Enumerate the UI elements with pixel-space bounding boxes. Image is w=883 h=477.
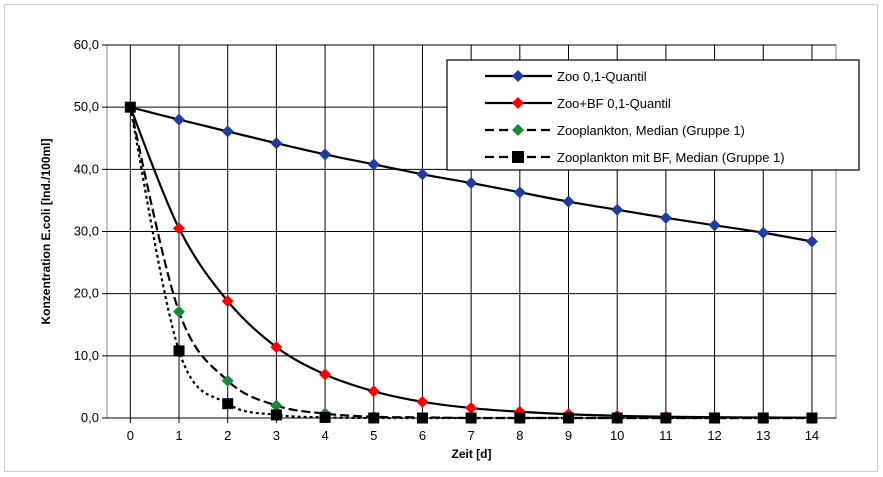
- series-point-zoo-0-1-quantil: [270, 137, 283, 150]
- legend-label: Zoo+BF 0,1-Quantil: [557, 96, 671, 111]
- series-point-zoo-0-1-quantil: [513, 186, 526, 199]
- series-point-zoo-bf-0-1-quantil: [221, 295, 234, 308]
- x-tick-label: 1: [175, 428, 182, 443]
- x-tick-label: 9: [565, 428, 572, 443]
- legend-marker: [512, 124, 524, 136]
- series-point-zoo-0-1-quantil: [708, 219, 721, 232]
- series-point-zooplankton-median-gruppe-1: [221, 374, 234, 387]
- series-markers: [124, 101, 818, 424]
- series-point-zoo-bf-0-1-quantil: [465, 402, 478, 415]
- x-tick-label: 7: [468, 428, 475, 443]
- series-point-zoo-0-1-quantil: [465, 177, 478, 190]
- series-point-zooplankton-mit-bf-median-gruppe-1: [270, 409, 282, 421]
- series-point-zoo-bf-0-1-quantil: [319, 368, 332, 381]
- series-point-zoo-0-1-quantil: [367, 158, 380, 171]
- x-tick-label: 14: [805, 428, 819, 443]
- series-point-zoo-0-1-quantil: [173, 113, 186, 126]
- series-point-zoo-bf-0-1-quantil: [416, 395, 429, 408]
- series-point-zooplankton-median-gruppe-1: [173, 305, 186, 318]
- x-tick-label: 4: [321, 428, 328, 443]
- x-axis-ticks: 0 1 2 3 4 5 6 7 8 9 10 11 12 13 14: [127, 418, 819, 443]
- legend-marker: [512, 70, 524, 82]
- series-point-zoo-0-1-quantil: [659, 211, 672, 224]
- x-tick-label: 5: [370, 428, 377, 443]
- x-axis-title: Zeit [d]: [452, 447, 492, 461]
- series-point-zooplankton-mit-bf-median-gruppe-1: [319, 411, 331, 423]
- series-point-zoo-0-1-quantil: [221, 125, 234, 138]
- legend-marker: [512, 151, 524, 163]
- legend-marker: [512, 97, 524, 109]
- series-line-zooplankton-mit-bf-median-gruppe-1: [129, 106, 812, 420]
- series-point-zoo-0-1-quantil: [416, 168, 429, 181]
- y-axis-title: Konzentration E.coli [Ind./100ml]: [39, 138, 53, 324]
- x-tick-label: 12: [707, 428, 721, 443]
- y-tick-label: 10,0: [74, 348, 99, 363]
- x-tick-label: 8: [516, 428, 523, 443]
- series-point-zooplankton-mit-bf-median-gruppe-1: [222, 398, 234, 410]
- legend-label: Zooplankton, Median (Gruppe 1): [557, 123, 745, 138]
- y-axis-ticks: 0,0 10,0 20,0 30,0 40,0 50,0 60,0: [74, 37, 107, 425]
- series-point-zoo-bf-0-1-quantil: [367, 385, 380, 398]
- x-tick-label: 11: [659, 428, 673, 443]
- y-tick-label: 60,0: [74, 37, 99, 52]
- series-point-zoo-0-1-quantil: [611, 203, 624, 216]
- series-point-zoo-0-1-quantil: [805, 235, 818, 248]
- series-point-zooplankton-mit-bf-median-gruppe-1: [173, 345, 185, 357]
- series-point-zoo-bf-0-1-quantil: [173, 222, 186, 235]
- x-tick-label: 2: [224, 428, 231, 443]
- series-point-zoo-0-1-quantil: [562, 195, 575, 208]
- series-point-zooplankton-median-gruppe-1: [270, 399, 283, 412]
- series-point-zoo-bf-0-1-quantil: [270, 341, 283, 354]
- x-tick-label: 10: [610, 428, 624, 443]
- x-tick-label: 0: [127, 428, 134, 443]
- legend-label: Zooplankton mit BF, Median (Gruppe 1): [557, 150, 785, 165]
- legend-label: Zoo 0,1-Quantil: [557, 69, 647, 84]
- y-tick-label: 30,0: [74, 224, 99, 239]
- y-tick-label: 20,0: [74, 286, 99, 301]
- legend: Zoo 0,1-Quantil Zoo+BF 0,1-Quantil Zooplan…: [446, 59, 860, 171]
- x-tick-label: 3: [273, 428, 280, 443]
- y-tick-label: 0,0: [81, 410, 99, 425]
- y-tick-label: 40,0: [74, 161, 99, 176]
- series-point-zoo-0-1-quantil: [319, 148, 332, 161]
- series-point-zoo-0-1-quantil: [757, 226, 770, 239]
- x-tick-label: 13: [756, 428, 770, 443]
- series-point-zooplankton-mit-bf-median-gruppe-1: [124, 101, 136, 113]
- y-tick-label: 50,0: [74, 99, 99, 114]
- x-tick-label: 6: [419, 428, 426, 443]
